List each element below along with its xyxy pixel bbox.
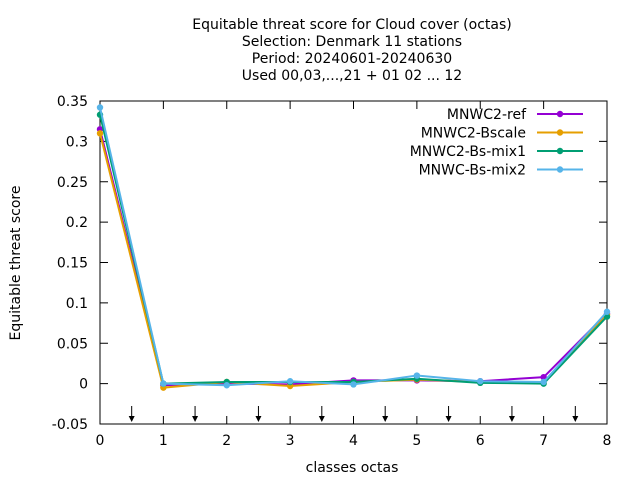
arrow-head — [318, 416, 325, 422]
arrow-head — [255, 416, 262, 422]
title-line: Used 00,03,...,21 + 01 02 ... 12 — [242, 68, 462, 84]
y-tick-label: 0 — [79, 377, 88, 393]
title-line: Selection: Denmark 11 stations — [242, 34, 462, 50]
class-boundary-arrows — [128, 406, 579, 422]
data-point — [477, 378, 484, 385]
chart-title: Equitable threat score for Cloud cover (… — [192, 17, 511, 84]
legend-marker — [556, 166, 564, 173]
data-point — [160, 380, 167, 387]
y-tick-label: -0.05 — [52, 417, 88, 433]
x-tick-label: 5 — [412, 433, 421, 449]
x-tick-label: 4 — [349, 433, 358, 449]
y-tick-label: 0.25 — [57, 175, 88, 191]
x-tick-label: 2 — [222, 433, 231, 449]
legend-label: MNWC2-ref — [447, 107, 527, 123]
series-line — [99, 133, 608, 389]
plot-border — [99, 100, 608, 425]
y-tick-label: 0.2 — [66, 215, 88, 231]
arrow-head — [192, 416, 199, 422]
title-line: Equitable threat score for Cloud cover (… — [192, 17, 511, 33]
y-tick-label: 0.1 — [66, 296, 88, 312]
legend-marker — [556, 147, 564, 155]
x-tick-label: 7 — [539, 433, 548, 449]
series-line — [99, 107, 608, 387]
legend-marker — [556, 110, 564, 118]
legend-label: MNWC2-Bscale — [421, 126, 526, 142]
x-tick-label: 0 — [96, 433, 105, 449]
x-tick-label: 3 — [286, 433, 295, 449]
y-tick-label: 0.15 — [57, 256, 88, 272]
legend: MNWC2-ref MNWC2-Bscale MNWC2-Bs-mix1 MNWC-B… — [410, 107, 583, 179]
arrow-head — [128, 416, 135, 422]
data-point — [286, 378, 294, 385]
x-tick-label: 6 — [476, 433, 485, 449]
y-axis-label: Equitable threat score — [8, 186, 24, 341]
title-line: Period: 20240601-20240630 — [252, 51, 452, 67]
data-point — [603, 308, 611, 315]
legend-label: MNWC-Bs-mix2 — [419, 163, 526, 179]
y-tick-label: 0.3 — [66, 134, 88, 150]
data-point — [350, 381, 357, 388]
series-line — [99, 129, 608, 387]
y-tick-label: 0.35 — [57, 94, 88, 110]
arrow-head — [508, 416, 515, 422]
x-tick-label: 1 — [159, 433, 168, 449]
legend-label: MNWC2-Bs-mix1 — [410, 144, 526, 160]
arrow-head — [445, 416, 452, 422]
arrow-head — [382, 416, 389, 422]
series-line — [99, 114, 608, 385]
data-point — [223, 382, 230, 389]
y-axis: -0.05 0 0.05 0.1 0.15 0.2 0.25 0.3 0.35 — [52, 94, 607, 433]
data-point — [96, 104, 104, 111]
legend-marker — [556, 129, 564, 136]
arrow-head — [572, 416, 579, 422]
data-point — [540, 378, 547, 386]
x-tick-label: 8 — [603, 433, 612, 449]
plot-area — [99, 100, 608, 425]
series-lines — [96, 104, 611, 391]
x-axis: 0 1 2 3 4 5 6 7 8 — [96, 101, 612, 449]
y-tick-label: 0.05 — [57, 336, 88, 352]
x-axis-label: classes octas — [306, 460, 399, 476]
data-point — [413, 372, 421, 379]
data-point — [96, 130, 104, 137]
